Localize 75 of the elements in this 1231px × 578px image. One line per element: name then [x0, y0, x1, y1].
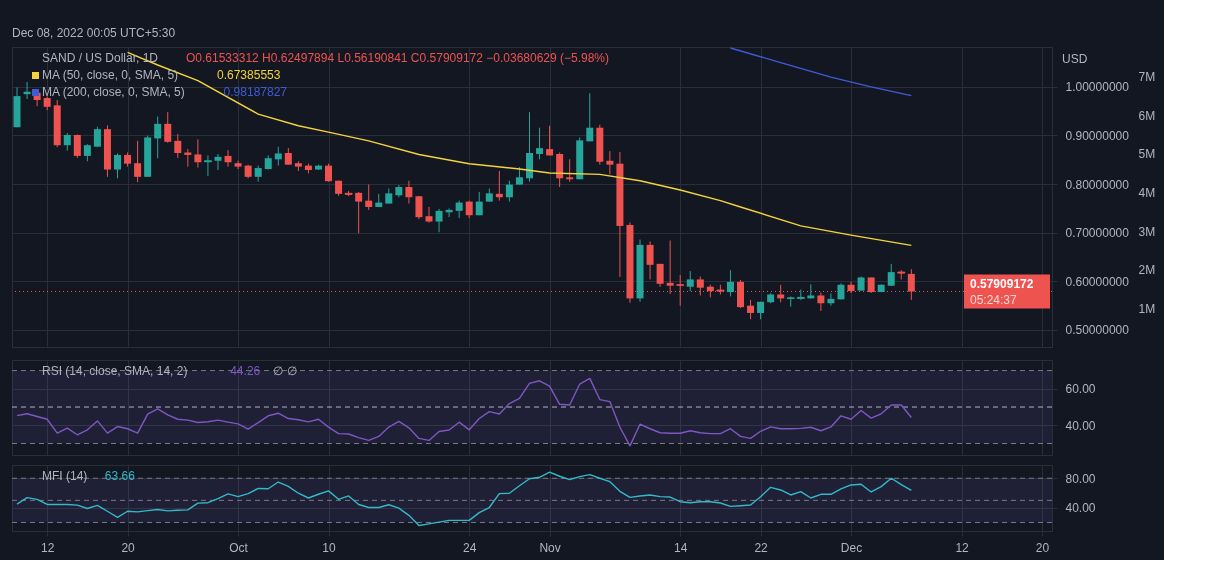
candlestick [546, 125, 554, 156]
x-tick-label: 24 [463, 540, 477, 555]
candlestick [847, 281, 855, 294]
y-tick-label: 40.00 [1065, 501, 1096, 516]
candlestick [726, 269, 734, 297]
candlestick [365, 184, 373, 211]
y-tick-label: 60.00 [1065, 382, 1096, 397]
annotation: 05:24:37 [970, 292, 1018, 307]
x-tick-label: 20 [121, 540, 136, 555]
candlestick [586, 92, 594, 142]
candlestick [747, 299, 755, 320]
x-tick-label: Nov [539, 540, 561, 555]
y2-tick-label: 3M [1138, 224, 1156, 239]
candlestick [786, 295, 795, 308]
annotation: ∅ ∅ [273, 364, 297, 378]
annotation: 0.98187827 [223, 85, 288, 99]
candlestick [214, 153, 222, 171]
y-tick-label: 0.70000000 [1065, 226, 1130, 241]
line-series [16, 471, 913, 527]
candlestick [234, 160, 242, 170]
candlestick [224, 149, 232, 168]
text: Dec 08, 2022 00:05 UTC+5:30 [12, 26, 176, 40]
x-tick-label: 12 [955, 540, 970, 555]
candlestick [405, 180, 413, 205]
candlestick [646, 240, 654, 280]
x-tick-label: 14 [674, 540, 688, 555]
series-label: MFI (14) [42, 469, 88, 483]
candlestick [194, 138, 202, 169]
y2-tick-label: 4M [1138, 185, 1156, 200]
legend-label: MA (200, close, 0, SMA, 5) [42, 85, 185, 99]
x-tick-label: Dec [840, 540, 863, 555]
x-tick-label: 12 [40, 540, 55, 555]
y-tick-label: 40.00 [1065, 418, 1096, 433]
line-series [729, 47, 913, 97]
y2-tick-label: 5M [1138, 147, 1156, 162]
candlestick [435, 208, 443, 233]
candlestick [817, 292, 825, 312]
y-tick-label: 0.90000000 [1065, 128, 1130, 143]
y-tick-label: 0.80000000 [1065, 177, 1130, 192]
candlestick [455, 200, 463, 219]
candlestick [827, 293, 835, 307]
candlestick [274, 146, 282, 167]
legend-label: MA (50, close, 0, SMA, 5) [42, 68, 179, 82]
y2-tick-label: 7M [1138, 69, 1156, 84]
y2-tick-label: 2M [1138, 263, 1156, 278]
y-tick-label: 1.00000000 [1065, 80, 1130, 95]
candlestick [536, 127, 544, 160]
annotation: 0.67385553 [217, 68, 281, 82]
x-tick-label: 10 [322, 540, 337, 555]
y-tick-label: 0.50000000 [1065, 323, 1130, 338]
x-tick-label: 22 [754, 540, 769, 555]
candlestick [686, 270, 694, 292]
ref-line-label: 0.57909172 [970, 276, 1034, 291]
candlestick [566, 158, 574, 183]
candlestick [134, 140, 142, 183]
y-axis-title: USD [1062, 52, 1088, 66]
x-tick-label: Oct [229, 540, 249, 555]
candlestick [203, 154, 212, 177]
candlestick [164, 111, 172, 144]
annotation: O0.61533312 H0.62497894 L0.56190841 C0.57909172 −0.03680629 (−5.98%) [186, 51, 610, 65]
x-tick-label: 20 [1035, 540, 1050, 555]
candlestick [114, 152, 122, 179]
candlestick [425, 206, 433, 224]
candlestick [606, 150, 614, 175]
candlestick [355, 191, 363, 234]
candlestick [887, 263, 895, 287]
annotation: 63.66 [104, 469, 136, 483]
y2-tick-label: 1M [1138, 301, 1156, 316]
y2-tick-label: 6M [1138, 108, 1156, 123]
y-tick-label: 80.00 [1065, 471, 1096, 486]
candlestick [174, 133, 182, 159]
candlestick [154, 116, 162, 159]
candlestick [505, 180, 513, 203]
line-series [16, 377, 913, 447]
y-tick-label: 0.60000000 [1065, 274, 1130, 289]
